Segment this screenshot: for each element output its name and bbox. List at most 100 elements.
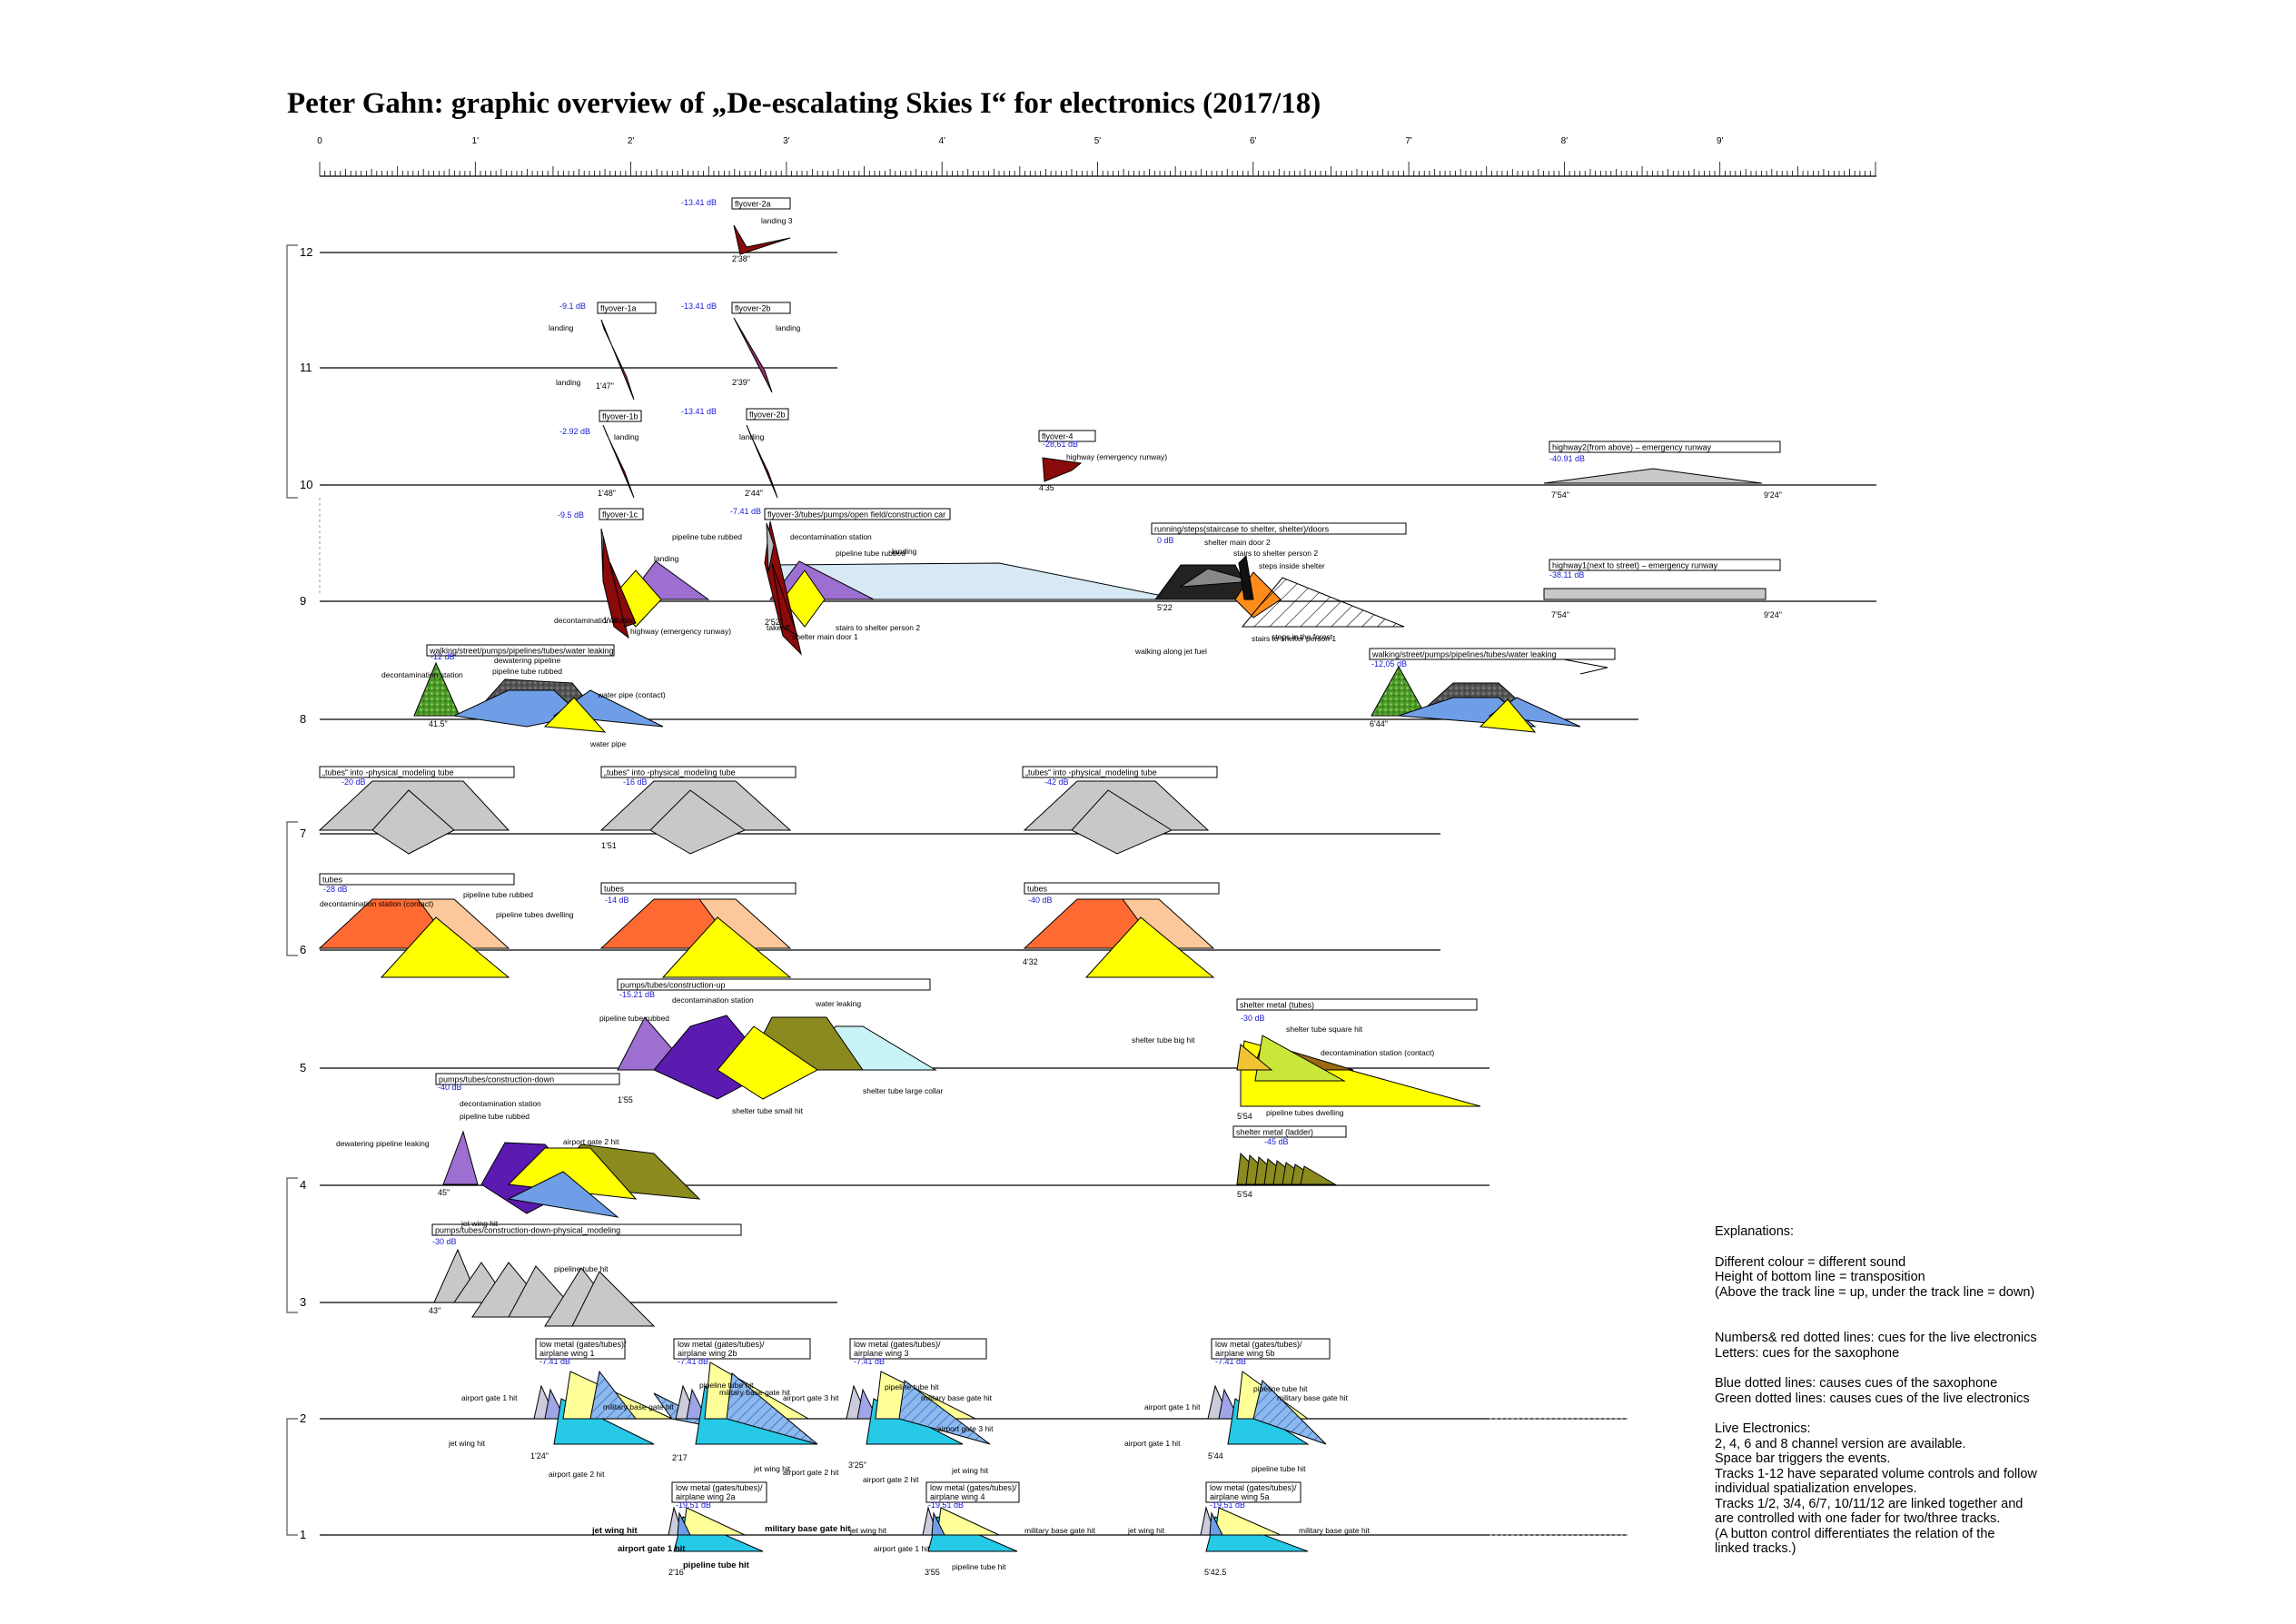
label-box	[1022, 766, 1218, 778]
db-label: -7.41 dB	[854, 1357, 885, 1366]
box-text: tubes	[604, 885, 625, 894]
annotation-label: pipeline tube hit	[1253, 1384, 1308, 1393]
annotation-label: airport gate 3 hit	[783, 1393, 839, 1402]
shelter-ladder	[1236, 1152, 1337, 1185]
annotation-label: landing	[549, 323, 574, 332]
db-label: -9.1 dB	[559, 302, 586, 311]
time-label: 9'24"	[1764, 490, 1782, 500]
annotation-label: landing	[614, 432, 639, 441]
box-text: flyover-1b	[602, 412, 638, 421]
label-box	[849, 1338, 987, 1360]
annotation-label: pipeline tube rubbed	[492, 667, 562, 676]
label-box	[600, 882, 797, 895]
annotation-label: landing	[654, 554, 679, 563]
track-number: 10	[300, 478, 312, 491]
annotation-label: pipeline tube rubbed	[672, 532, 742, 541]
explanation-line: Green dotted lines: causes cues of the l…	[1715, 1391, 2030, 1406]
ruler-tick-label: 3'	[783, 136, 790, 146]
track-number: 12	[300, 245, 312, 259]
explanation-line: Different colour = different sound	[1715, 1254, 1906, 1270]
label-box	[746, 408, 789, 421]
airplane-wing-1-shapes	[668, 1506, 1309, 1552]
annotation-label: dewatering pipeline leaking	[336, 1139, 430, 1148]
annotation-label: pipeline tube hit	[885, 1382, 939, 1391]
box-text: airplane wing 3	[854, 1349, 909, 1358]
box-text: low metal (gates/tubes)/	[678, 1340, 765, 1349]
annotation-label: stairs to shelter person 2	[1233, 549, 1318, 558]
time-label: 1'47"	[596, 381, 614, 391]
annotation-label: airport gate 2 hit	[783, 1468, 839, 1477]
label-box	[426, 644, 615, 657]
box-text: walking/street/pumps/pipelines/tubes/wat…	[429, 647, 614, 656]
explanation-line: Blue dotted lines: causes cues of the sa…	[1715, 1376, 1998, 1391]
box-text: low metal (gates/tubes)/	[539, 1340, 627, 1349]
annotation-label: decontamination station	[790, 532, 872, 541]
box-text: pumps/tubes/construction-up	[620, 981, 726, 990]
label-boxes: flyover-2a flyover-1a flyover-2b flyover-1b…	[319, 197, 1781, 1503]
time-label: 41.5"	[429, 719, 448, 728]
running-gray	[1179, 568, 1254, 588]
annotation-label: pipeline tubes dwelling	[1266, 1108, 1344, 1117]
track-number: 11	[300, 361, 312, 374]
db-label: -20 dB	[341, 777, 366, 787]
db-label: -12,05 dB	[1371, 659, 1407, 668]
flyover-3-red2	[771, 562, 798, 638]
time-label: 1'24"	[530, 1451, 549, 1461]
box-text: airplane wing 2a	[676, 1492, 736, 1501]
ruler-tick-label: 6'	[1250, 136, 1257, 146]
annotation-label: airport gate 2 hit	[563, 1137, 619, 1146]
label-box	[599, 410, 642, 422]
box-text: pumps/tubes/construction-down-physical_m…	[435, 1226, 620, 1235]
box-text: flyover-1a	[600, 304, 637, 313]
label-box	[319, 766, 515, 778]
label-box	[1038, 430, 1096, 442]
time-label: 43"	[429, 1306, 440, 1315]
annotation-label: decontamination station (contact)	[320, 899, 433, 908]
db-label: -12 dB	[430, 652, 455, 661]
box-text: pumps/tubes/construction-down	[439, 1075, 554, 1084]
box-text: airplane wing 4	[930, 1492, 985, 1501]
annotation-label: airport gate 1 hit	[1124, 1439, 1181, 1448]
annotation-label: pipeline tube rubbed	[599, 1014, 669, 1023]
annotation-label: landing 3	[761, 216, 793, 225]
label-box	[1024, 882, 1220, 895]
track-number: 6	[300, 943, 306, 956]
annotation-label: shelter main door 2	[1204, 538, 1271, 547]
tubes-gray-7c-2	[1071, 789, 1173, 855]
db-label: -7.41 dB	[678, 1357, 708, 1366]
time-label: 1'48"	[598, 489, 616, 498]
label-box	[1151, 522, 1407, 535]
track-number: 7	[300, 827, 306, 840]
label-box	[535, 1338, 626, 1360]
annotation-label: airport gate 3 hit	[937, 1424, 994, 1433]
pumps-gray-3	[433, 1248, 656, 1327]
annotation-label: water pipe	[589, 739, 626, 748]
annotation-label: pipeline tube hit	[683, 1560, 750, 1570]
ruler-tick-label: 1'	[472, 136, 480, 146]
label-box	[617, 978, 931, 991]
db-label: -30 dB	[432, 1237, 457, 1246]
annotation-label: military base gate hit	[603, 1402, 675, 1411]
annotation-label: shelter main door 1	[792, 632, 858, 641]
annotation-label: pipeline tube rubbed	[836, 549, 906, 558]
time-label: 3'55	[925, 1568, 940, 1577]
track-link-brackets	[286, 244, 321, 1536]
box-text: tubes	[322, 876, 343, 885]
db-label: -40.91 dB	[1549, 454, 1585, 463]
db-label: -16 dB	[623, 777, 648, 787]
steps-forest	[413, 661, 460, 717]
annotation-label: takeoff	[767, 623, 790, 632]
annotation-label: shelter tube big hit	[1132, 1035, 1195, 1045]
pipeline-yellow-8	[543, 697, 607, 733]
annotation-label: airport gate 1 hit	[874, 1544, 930, 1553]
annotation-label: decontamination station	[672, 995, 754, 1005]
tubes-gray-7b-2	[649, 789, 746, 855]
explanation-line: Tracks 1/2, 3/4, 6/7, 10/11/12 are linke…	[1715, 1496, 2024, 1511]
box-text: airplane wing 1	[539, 1349, 595, 1358]
box-text: low metal (gates/tubes)/	[1215, 1340, 1302, 1349]
db-label: -19,51 dB	[1210, 1500, 1245, 1510]
db-label: -13.41 dB	[681, 407, 717, 416]
label-box	[1211, 1338, 1331, 1360]
tubes-gray-7a-2	[371, 789, 455, 855]
annotation-label: jet wing hit	[591, 1526, 638, 1536]
